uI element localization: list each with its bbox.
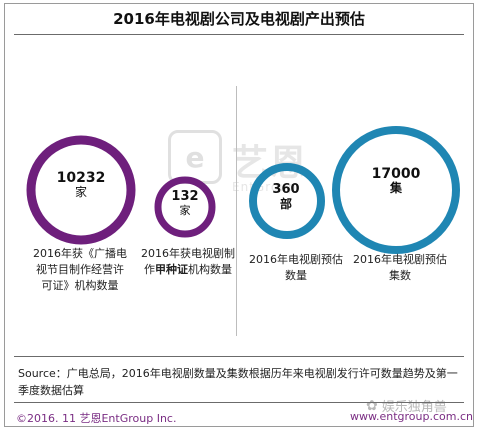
watermark-sub: EntGroup xyxy=(232,180,297,194)
caption-line: 可证》机构数量 xyxy=(41,278,119,292)
bubble-value-companies-licensed: 10232 家 xyxy=(38,170,124,200)
wechat-watermark: ✿ 娱乐独角兽 xyxy=(366,396,447,416)
caption-line: 视节目制作经营许 xyxy=(36,262,124,276)
bubble-companies-grade-a xyxy=(154,176,216,238)
bubble-value-episodes: 17000 集 xyxy=(356,166,436,196)
wechat-icon: ✿ xyxy=(366,397,378,414)
bubble-unit: 家 xyxy=(179,203,191,217)
bubble-number: 360 xyxy=(272,182,300,197)
bubble-number: 10232 xyxy=(56,170,106,186)
caption-line: 集数 xyxy=(389,268,411,282)
bubble-number: 17000 xyxy=(371,166,421,182)
bubble-value-companies-grade-a: 132 家 xyxy=(160,189,210,218)
caption-line: 2016年获《广播电 xyxy=(33,247,127,260)
caption-episodes: 2016年电视剧预估 集数 xyxy=(344,252,456,284)
caption-line: 作甲种证机构数量 xyxy=(144,262,232,276)
caption-companies-grade-a: 2016年获电视剧制 作甲种证机构数量 xyxy=(134,246,242,278)
bubble-unit: 部 xyxy=(279,196,292,211)
watermark-logo-glyph: e xyxy=(185,140,205,174)
caption-companies-licensed: 2016年获《广播电 视节目制作经营许 可证》机构数量 xyxy=(26,246,134,294)
source-note: Source：广电总局，2016年电视剧数量及集数根据历年来电视剧发行许可数量趋… xyxy=(18,367,458,397)
title-divider xyxy=(14,34,464,35)
caption-line: 数量 xyxy=(285,268,307,282)
caption-line: 2016年电视剧预估 xyxy=(353,253,447,266)
footer-url[interactable]: www.entgroup.com.cn xyxy=(350,410,473,423)
caption-line: 2016年获电视剧制 xyxy=(141,247,235,260)
bubble-number: 132 xyxy=(171,189,199,204)
bubble-unit: 集 xyxy=(389,181,402,196)
copyright: ©2016. 11 艺恩EntGroup Inc. xyxy=(16,412,177,425)
group-separator xyxy=(236,86,237,336)
caption-series: 2016年电视剧预估 数量 xyxy=(240,252,352,284)
source-divider xyxy=(14,356,464,357)
bubble-unit: 家 xyxy=(74,185,87,200)
footer-divider xyxy=(14,402,464,403)
wechat-account: 娱乐独角兽 xyxy=(381,400,447,415)
caption-line: 2016年电视剧预估 xyxy=(249,253,343,266)
bubble-episodes xyxy=(332,126,460,254)
bubble-series xyxy=(249,163,325,239)
watermark-brand: 艺恩 xyxy=(232,143,309,184)
bubble-companies-licensed xyxy=(26,135,136,245)
caption-emphasis: 甲种证 xyxy=(155,262,188,276)
bubble-value-series: 360 部 xyxy=(256,182,316,212)
chart-title: 2016年电视剧公司及电视剧产出预估 xyxy=(113,10,365,28)
